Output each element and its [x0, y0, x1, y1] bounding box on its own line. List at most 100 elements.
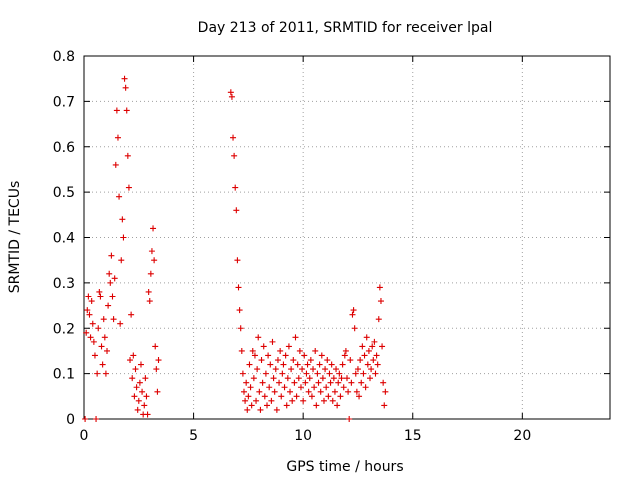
data-point	[368, 366, 375, 373]
y-tick-label: 0.4	[53, 231, 75, 247]
data-point	[303, 370, 310, 377]
data-point	[141, 402, 148, 409]
data-point	[381, 402, 388, 409]
x-tick-label: 0	[80, 428, 89, 444]
data-point	[341, 352, 348, 359]
data-point	[308, 393, 315, 400]
data-point	[98, 343, 105, 350]
data-point	[255, 334, 262, 341]
data-point	[281, 384, 288, 391]
data-point	[155, 357, 162, 364]
data-point	[132, 366, 139, 373]
data-point	[94, 370, 101, 377]
data-point	[154, 388, 161, 395]
data-point	[276, 379, 283, 386]
data-point	[296, 347, 303, 354]
data-point	[267, 361, 274, 368]
data-point	[107, 279, 114, 286]
data-point	[102, 370, 109, 377]
data-point	[291, 379, 298, 386]
data-point	[316, 361, 323, 368]
data-point	[295, 375, 302, 382]
data-point	[251, 352, 258, 359]
data-point	[273, 406, 280, 413]
data-point	[83, 329, 90, 336]
y-tick-label: 0.2	[53, 321, 75, 337]
data-point	[354, 366, 361, 373]
y-axis-label: SRMTID / TECUs	[7, 181, 23, 294]
data-point	[349, 311, 356, 318]
data-point	[120, 234, 127, 241]
data-point	[361, 352, 368, 359]
data-point	[372, 370, 379, 377]
data-point	[274, 357, 281, 364]
data-point	[245, 393, 252, 400]
data-point	[116, 193, 123, 200]
data-point	[144, 411, 151, 418]
data-point	[285, 343, 292, 350]
data-point	[117, 320, 124, 327]
data-point	[118, 257, 125, 264]
data-point	[329, 397, 336, 404]
data-point	[147, 270, 154, 277]
data-point	[336, 370, 343, 377]
data-point	[335, 379, 342, 386]
data-point	[325, 393, 332, 400]
data-point	[266, 384, 273, 391]
data-point	[328, 361, 335, 368]
data-point	[253, 397, 260, 404]
x-tick-label: 10	[294, 428, 312, 444]
data-point	[369, 343, 376, 350]
data-point	[280, 361, 287, 368]
data-point	[137, 361, 144, 368]
data-point	[264, 402, 271, 409]
data-point	[334, 402, 341, 409]
data-point	[106, 270, 113, 277]
data-point	[337, 393, 344, 400]
data-point	[124, 152, 131, 159]
data-point	[234, 257, 241, 264]
data-point	[301, 352, 308, 359]
data-point	[134, 406, 141, 413]
data-point	[371, 338, 378, 345]
data-point	[357, 357, 364, 364]
data-point	[109, 293, 116, 300]
data-point	[339, 361, 346, 368]
data-point	[317, 388, 324, 395]
data-point	[290, 357, 297, 364]
data-point	[352, 370, 359, 377]
data-point	[345, 388, 352, 395]
data-point	[327, 379, 334, 386]
data-point	[340, 384, 347, 391]
data-point	[95, 325, 102, 332]
data-point	[244, 406, 251, 413]
x-tick-labels: 0 5 10 15 20	[80, 428, 532, 444]
data-point	[91, 352, 98, 359]
data-point	[123, 107, 130, 114]
data-point	[331, 388, 338, 395]
data-point	[370, 357, 377, 364]
data-point	[365, 347, 372, 354]
data-point	[242, 397, 249, 404]
data-point	[268, 397, 275, 404]
data-point	[283, 402, 290, 409]
data-point	[139, 388, 146, 395]
data-point	[254, 366, 261, 373]
data-point	[367, 375, 374, 382]
data-point	[233, 207, 240, 214]
data-point	[87, 334, 94, 341]
data-point	[136, 379, 143, 386]
data-point	[261, 393, 268, 400]
data-point	[269, 338, 276, 345]
data-point	[82, 416, 89, 422]
data-point	[143, 393, 150, 400]
y-tick-label: 0.1	[53, 367, 75, 383]
data-point	[127, 357, 134, 364]
data-point	[243, 379, 250, 386]
y-tick-label: 0.6	[53, 140, 75, 156]
data-point	[311, 384, 318, 391]
data-point	[125, 184, 132, 191]
data-point	[326, 370, 333, 377]
data-point	[330, 375, 337, 382]
